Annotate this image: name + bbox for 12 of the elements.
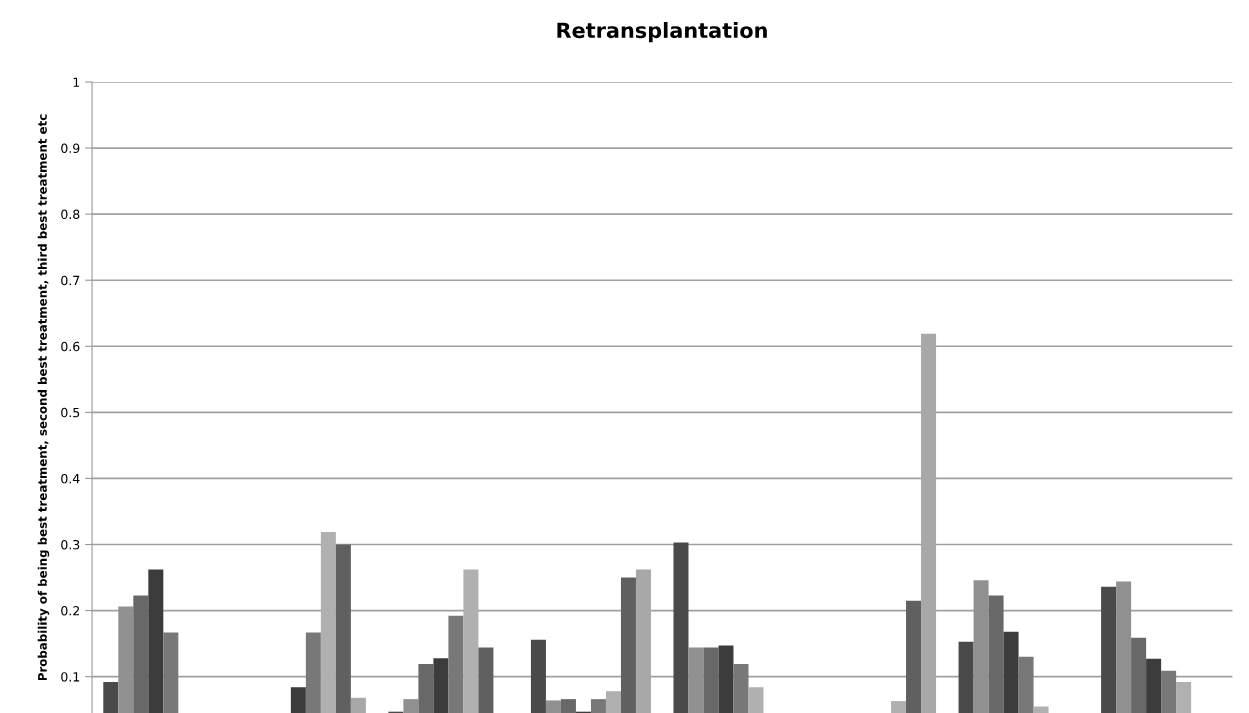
y-tick-label: 0.2 xyxy=(61,606,79,616)
y-tick-label: 0.4 xyxy=(61,473,80,484)
y-tick-label: 0.7 xyxy=(61,275,80,286)
y-tick-label: 0.9 xyxy=(61,143,80,153)
y-tick-label: 1 xyxy=(73,77,80,87)
y-tick-label: 0.1 xyxy=(61,672,80,682)
y-tick-label: 0.3 xyxy=(61,539,80,550)
y-axis-title: Probability of being best treatment, second best treatment, third best treatment etc xyxy=(37,114,50,681)
y-tick-label: 0.5 xyxy=(61,407,80,418)
chart-title: Retransplantation xyxy=(557,22,767,43)
y-tick-label: 0.8 xyxy=(61,209,80,220)
y-tick-label: 0.6 xyxy=(61,341,80,352)
